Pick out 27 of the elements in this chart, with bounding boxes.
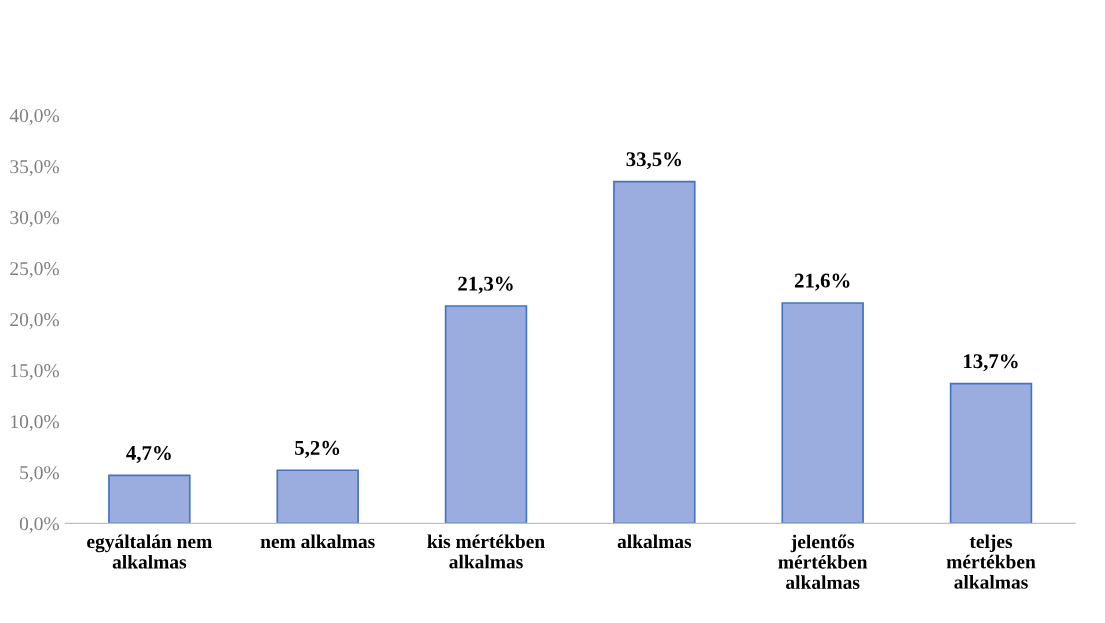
x-tick-label: nem alkalmas (260, 534, 375, 549)
y-tick-label: 30,0% (10, 211, 59, 228)
bar (613, 180, 696, 524)
y-tick-label: 35,0% (10, 160, 59, 176)
x-tick-label: alkalmas (617, 534, 692, 549)
data-label: 5,2% (295, 440, 340, 458)
y-tick-label: 0,0% (19, 517, 59, 534)
x-tick-label: egyáltalán nem alkalmas (87, 534, 212, 569)
y-tick-label: 10,0% (11, 415, 59, 432)
bar (949, 382, 1033, 524)
data-label: 21,6% (794, 273, 850, 291)
x-tick-label: jelentős mértékben alkalmas (778, 534, 868, 589)
data-label: 21,3% (458, 276, 513, 294)
bar (781, 302, 864, 524)
data-label: 33,5% (626, 152, 682, 170)
bar (108, 474, 191, 524)
y-tick-label: 15,0% (11, 364, 59, 381)
y-tick-label: 20,0% (10, 313, 59, 330)
x-tick-label: kis mértékben alkalmas (427, 534, 545, 569)
bar (444, 305, 528, 524)
bar (276, 469, 359, 524)
y-tick-label: 40,0% (9, 109, 59, 125)
y-tick-label: 5,0% (20, 466, 59, 483)
y-tick-label: 25,0% (10, 262, 59, 279)
x-tick-label: teljes mértékben alkalmas (946, 534, 1036, 589)
data-label: 13,7% (964, 354, 1018, 372)
data-label: 4,7% (126, 445, 171, 464)
